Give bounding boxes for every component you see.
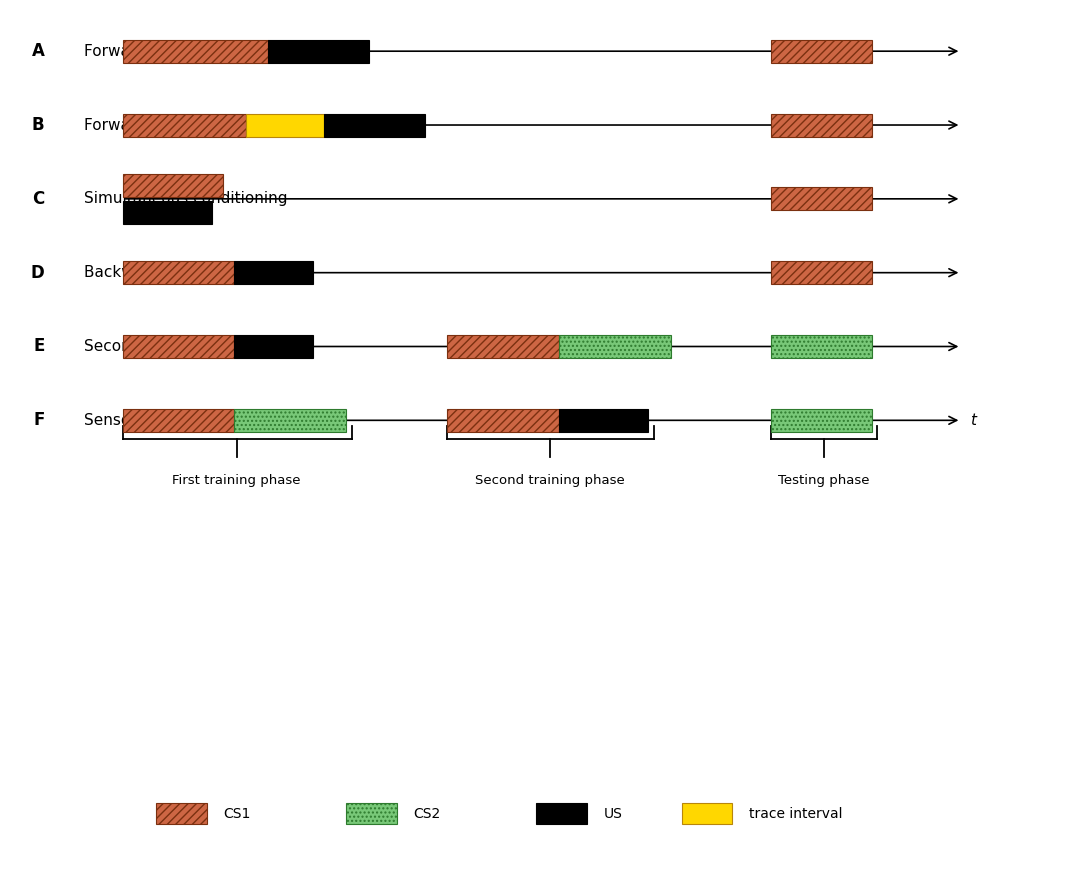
- Text: A: A: [31, 42, 44, 60]
- Text: B: B: [31, 116, 44, 134]
- Text: E: E: [33, 337, 44, 356]
- Text: Backward  conditioning: Backward conditioning: [83, 265, 262, 280]
- Bar: [234, 261, 313, 284]
- Bar: [234, 409, 346, 432]
- Text: F: F: [33, 411, 44, 429]
- Text: Forward delay conditioning: Forward delay conditioning: [83, 43, 292, 58]
- Bar: [234, 335, 313, 358]
- Text: First training phase: First training phase: [172, 474, 301, 487]
- Bar: [122, 335, 234, 358]
- Text: C: C: [33, 190, 44, 208]
- Bar: [771, 114, 872, 137]
- Bar: [324, 114, 425, 137]
- Bar: [122, 200, 212, 223]
- Text: Second-order conditioning: Second-order conditioning: [83, 339, 286, 354]
- Bar: [122, 114, 246, 137]
- Text: Forward trace conditioning: Forward trace conditioning: [83, 117, 289, 132]
- Bar: [156, 803, 207, 824]
- Bar: [682, 803, 732, 824]
- Text: Second training phase: Second training phase: [475, 474, 624, 487]
- Bar: [771, 335, 872, 358]
- Bar: [558, 409, 648, 432]
- Bar: [447, 409, 558, 432]
- Text: t: t: [970, 413, 977, 428]
- Bar: [122, 174, 223, 197]
- Bar: [246, 114, 324, 137]
- Text: Sensory pre-conditioning: Sensory pre-conditioning: [83, 413, 275, 428]
- Bar: [122, 261, 234, 284]
- Bar: [537, 803, 586, 824]
- Text: US: US: [604, 807, 622, 820]
- Bar: [122, 409, 234, 432]
- Text: Testing phase: Testing phase: [778, 474, 869, 487]
- Bar: [346, 803, 397, 824]
- Text: trace interval: trace interval: [749, 807, 842, 820]
- Text: Simultaneous conditioning: Simultaneous conditioning: [83, 192, 287, 207]
- Text: CS2: CS2: [413, 807, 441, 820]
- Bar: [558, 335, 671, 358]
- Text: CS1: CS1: [223, 807, 250, 820]
- Bar: [771, 409, 872, 432]
- Bar: [268, 40, 369, 63]
- Bar: [122, 40, 268, 63]
- Text: D: D: [30, 264, 44, 282]
- Bar: [771, 187, 872, 210]
- Bar: [447, 335, 558, 358]
- Bar: [771, 40, 872, 63]
- Bar: [771, 261, 872, 284]
